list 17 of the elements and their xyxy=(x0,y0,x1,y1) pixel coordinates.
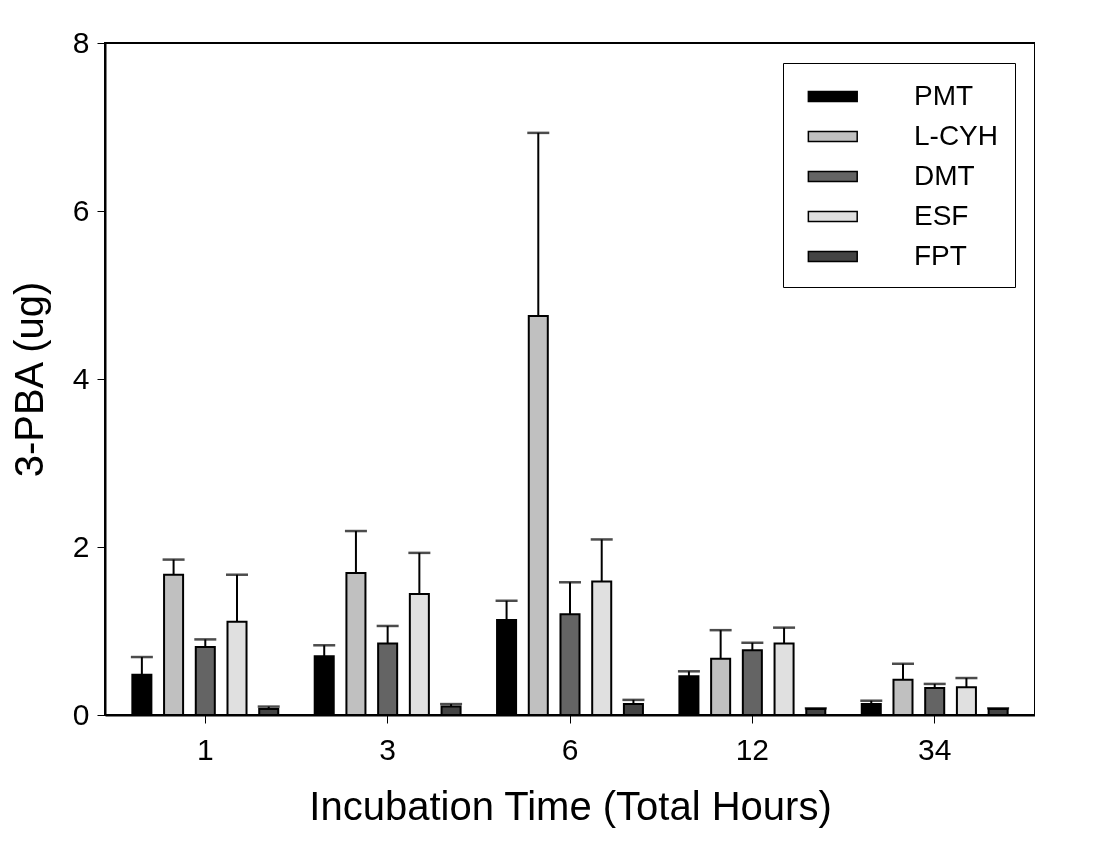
x-tick-label: 1 xyxy=(196,732,214,766)
legend-label: PMT xyxy=(914,79,974,111)
x-tick-label: 6 xyxy=(561,732,579,766)
x-axis-title: Incubation Time (Total Hours) xyxy=(309,783,832,828)
y-tick-label: 0 xyxy=(72,697,90,731)
y-tick-label: 4 xyxy=(72,361,90,395)
y-axis-title: 3-PBA (ug) xyxy=(6,281,51,478)
x-tick-label: 34 xyxy=(918,732,952,766)
legend-label: DMT xyxy=(914,159,975,191)
y-tick-label: 8 xyxy=(72,25,90,59)
legend-label: ESF xyxy=(914,199,969,231)
y-tick-label: 2 xyxy=(72,529,90,563)
x-tick-label: 12 xyxy=(735,732,770,766)
legend-label: FPT xyxy=(914,239,967,271)
y-tick-label: 6 xyxy=(72,193,90,227)
legend-label: L-CYH xyxy=(914,119,999,151)
x-tick-label: 3 xyxy=(379,732,396,766)
